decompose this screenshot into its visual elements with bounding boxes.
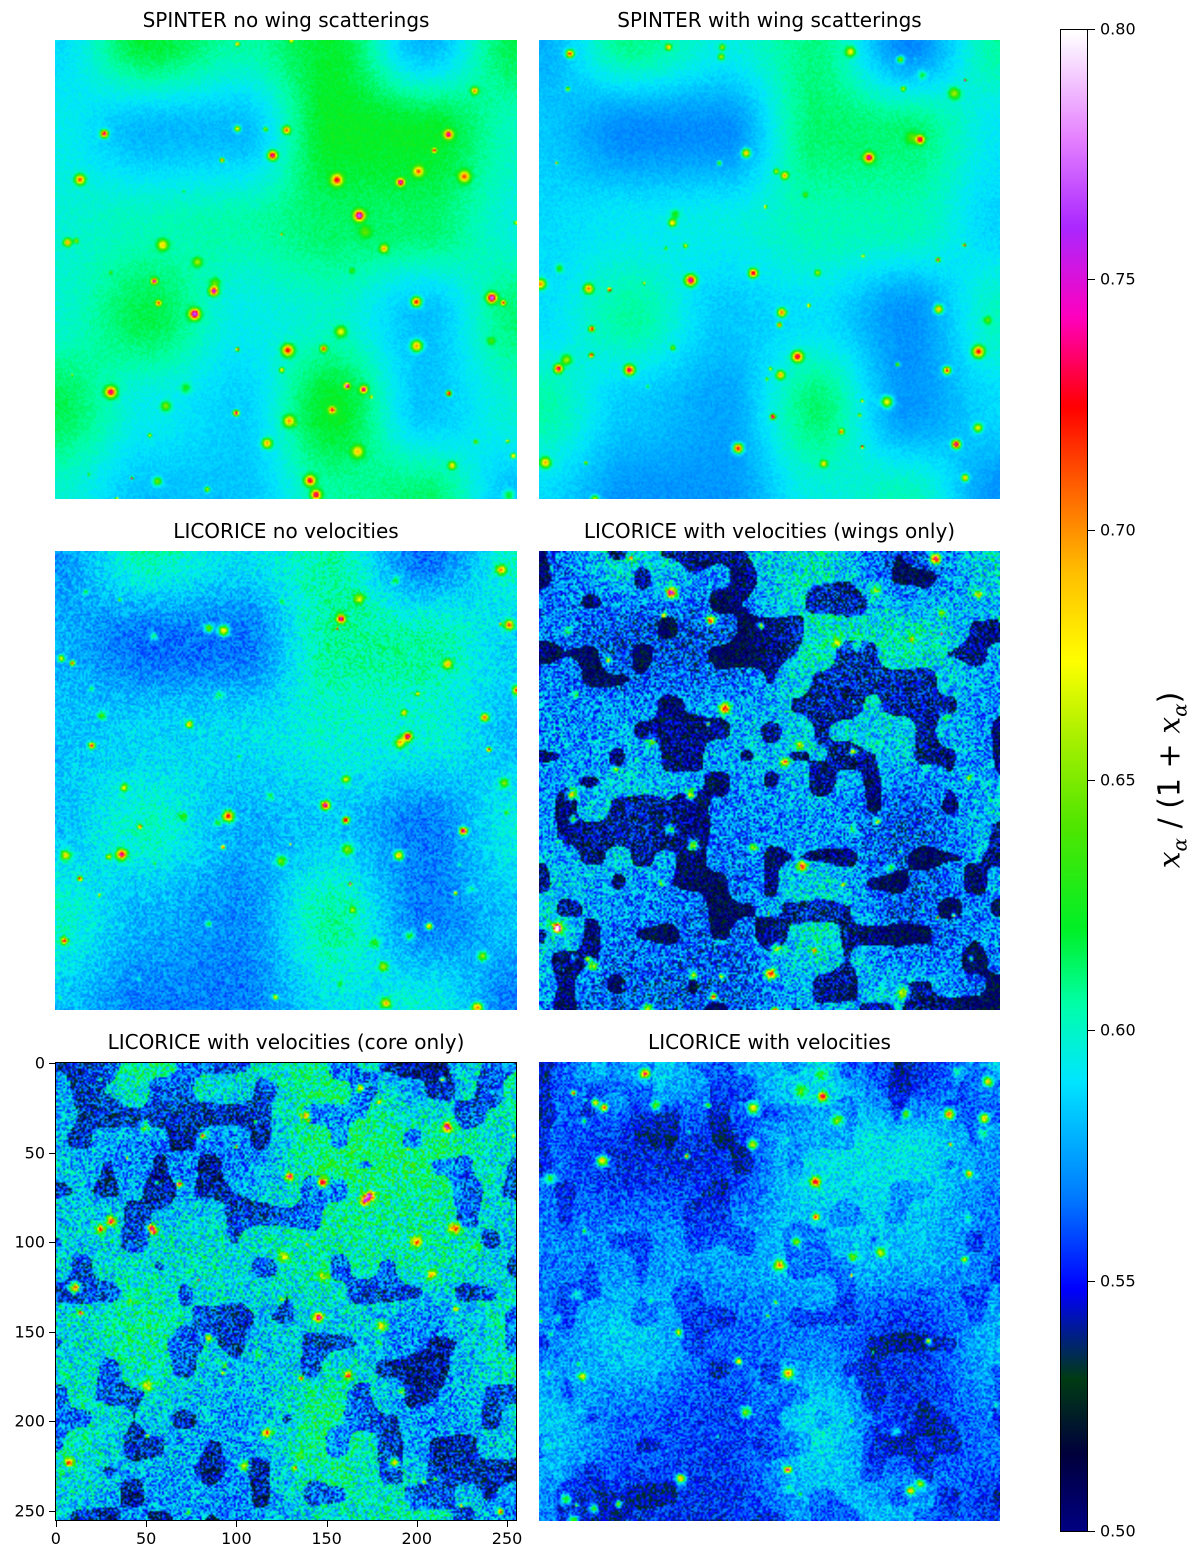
y-tick-label: 0 [34,1053,45,1073]
heatmap-panel-3 [55,551,517,1010]
colorbar-tick-label: 0.55 [1100,1271,1136,1291]
x-tick-mark [507,1521,509,1527]
colorbar-tick-label: 0.70 [1100,520,1136,540]
y-tick-mark [49,1421,55,1423]
colorbar-tick-label: 0.80 [1100,19,1136,39]
x-tick-label: 100 [221,1529,252,1548]
colorbar-tick-mark [1088,780,1095,781]
x-tick-label: 0 [50,1529,61,1548]
colorbar-tick-mark [1088,1531,1095,1532]
panel-title-2: SPINTER with wing scatterings [617,8,922,32]
colorbar-tick-mark [1088,279,1095,281]
colorbar-tick-label: 0.50 [1100,1521,1136,1541]
colorbar-tick-label: 0.75 [1100,269,1136,289]
y-tick-label: 100 [14,1232,45,1252]
y-tick-mark [49,1331,55,1333]
heatmap-panel-4 [539,551,1000,1010]
heatmap-panel-5 [55,1062,517,1521]
heatmap-panel-1 [55,40,517,499]
heatmap-image-1 [55,40,517,499]
x-tick-mark [236,1521,238,1527]
x-tick-label: 150 [311,1529,342,1548]
x-tick-label: 200 [401,1529,433,1548]
x-tick-mark [146,1521,148,1527]
y-tick-mark [49,1152,55,1154]
colorbar-tick-label: 0.65 [1100,770,1136,790]
heatmap-image-3 [55,551,517,1010]
panel-title-5: LICORICE with velocities (core only) [107,1030,465,1054]
colorbar-tick-mark [1088,1280,1095,1282]
colorbar-tick-mark [1088,29,1095,30]
y-tick-label: 250 [14,1501,45,1521]
x-tick-mark [326,1521,328,1527]
panel-title-3: LICORICE no velocities [173,519,399,543]
heatmap-image-4 [539,551,1000,1010]
colorbar-axis-label: xα / (1 + xα) [1152,691,1192,869]
heatmap-panel-6 [539,1062,1000,1521]
colorbar-tick-mark [1088,529,1095,531]
colorbar-tick-mark [1088,1030,1095,1032]
x-tick-label: 250 [491,1529,523,1548]
heatmap-image-5 [56,1063,516,1520]
colorbar [1060,29,1088,1532]
y-tick-label: 150 [14,1322,45,1342]
y-tick-label: 50 [24,1143,45,1163]
x-tick-label: 50 [135,1529,157,1548]
heatmap-image-2 [539,40,1000,499]
panel-title-1: SPINTER no wing scatterings [142,8,430,32]
heatmap-image-6 [539,1062,1000,1521]
y-tick-mark [49,1062,55,1064]
colorbar-tick-label: 0.60 [1100,1020,1136,1040]
heatmap-panel-2 [539,40,1000,499]
panel-title-6: LICORICE with velocities [648,1030,891,1054]
y-tick-label: 200 [14,1411,45,1431]
y-tick-mark [49,1511,55,1513]
y-tick-mark [49,1242,55,1244]
x-tick-mark [416,1521,418,1527]
x-tick-mark [55,1521,57,1527]
panel-title-4: LICORICE with velocities (wings only) [583,519,956,543]
